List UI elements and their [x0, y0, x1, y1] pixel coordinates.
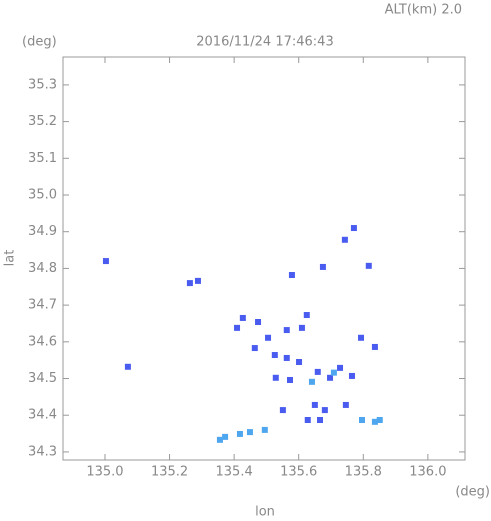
- echo-cell: [371, 418, 378, 425]
- echo-cell: [298, 324, 305, 331]
- echo-cell: [272, 374, 279, 381]
- y-tick-label: 34.3: [28, 444, 57, 459]
- echo-cell: [279, 407, 286, 414]
- echo-cell: [350, 225, 357, 232]
- y-tick-label: 34.8: [28, 261, 57, 276]
- echo-cell: [308, 378, 315, 385]
- x-tick-label: 135.2: [151, 465, 188, 480]
- echo-cell: [239, 314, 246, 321]
- y-tick-label: 34.6: [28, 334, 57, 349]
- x-unit: (deg): [455, 485, 490, 500]
- echo-cell: [358, 334, 365, 341]
- echo-cell: [283, 354, 290, 361]
- echo-cell: [251, 345, 258, 352]
- x-tick-label: 135.4: [216, 465, 253, 480]
- echo-cell: [265, 334, 272, 341]
- echo-cell: [288, 272, 295, 279]
- echo-cell: [371, 343, 378, 350]
- echo-cell: [271, 352, 278, 359]
- echo-cell: [236, 430, 243, 437]
- echo-cell: [296, 359, 303, 366]
- echo-cell: [304, 416, 311, 423]
- x-axis-label: lon: [255, 505, 275, 520]
- echo-cell: [376, 416, 383, 423]
- chart-title: 2016/11/24 17:46:43: [196, 35, 333, 50]
- y-tick-label: 35.0: [28, 188, 57, 203]
- echo-cell: [327, 374, 334, 381]
- echo-cell: [246, 429, 253, 436]
- echo-cell: [321, 407, 328, 414]
- echo-cell: [319, 263, 326, 270]
- echo-cell: [348, 372, 355, 379]
- echo-cell: [365, 262, 372, 269]
- echo-cell: [186, 280, 193, 287]
- y-tick-label: 34.5: [28, 371, 57, 386]
- plot-frame: [62, 56, 466, 461]
- echo-cell: [222, 433, 229, 440]
- echo-cell: [234, 324, 241, 331]
- x-tick-label: 136.0: [409, 465, 446, 480]
- y-axis-label: lat: [3, 250, 18, 267]
- echo-cell: [216, 436, 223, 443]
- echo-cell: [102, 258, 109, 265]
- echo-cell: [124, 363, 131, 370]
- echo-cell: [317, 416, 324, 423]
- echo-cell: [286, 376, 293, 383]
- echo-cell: [303, 312, 310, 319]
- echo-cell: [261, 426, 268, 433]
- y-tick-label: 35.1: [28, 151, 57, 166]
- echo-cell: [194, 277, 201, 284]
- x-tick-label: 135.0: [86, 465, 123, 480]
- y-unit: (deg): [22, 35, 57, 50]
- y-tick-label: 35.2: [28, 114, 57, 129]
- x-tick-label: 135.8: [345, 465, 382, 480]
- echo-cell: [342, 401, 349, 408]
- y-tick-label: 34.7: [28, 298, 57, 313]
- echo-cell: [314, 368, 321, 375]
- y-tick-label: 34.4: [28, 408, 57, 423]
- y-tick-label: 35.3: [28, 77, 57, 92]
- y-tick-label: 34.9: [28, 224, 57, 239]
- echo-cell: [330, 369, 337, 376]
- x-tick-label: 135.6: [280, 465, 317, 480]
- echo-cell: [337, 364, 344, 371]
- chart-subtitle: ALT(km) 2.0: [385, 3, 462, 18]
- echo-cell: [255, 318, 262, 325]
- echo-cell: [358, 416, 365, 423]
- echo-cell: [283, 327, 290, 334]
- echo-cell: [341, 236, 348, 243]
- echo-cell: [311, 401, 318, 408]
